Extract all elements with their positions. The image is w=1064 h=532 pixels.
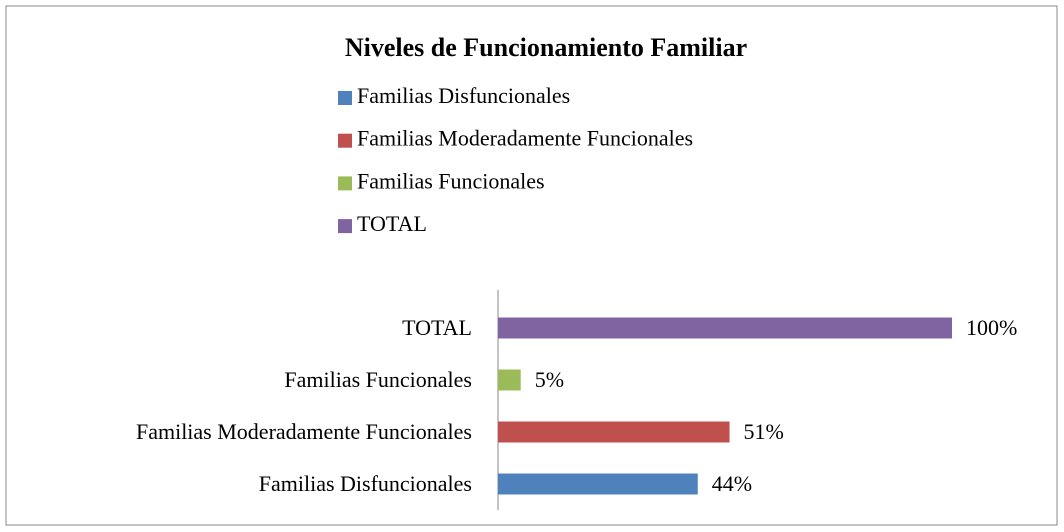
value-label: 100%	[966, 315, 1017, 340]
legend-label: Familias Moderadamente Funcionales	[357, 126, 693, 151]
y-tick-label: Familias Moderadamente Funcionales	[136, 419, 472, 444]
legend-swatch	[338, 133, 352, 148]
bar	[498, 473, 698, 495]
value-label: 51%	[744, 419, 784, 444]
value-label: 5%	[535, 367, 564, 392]
bar	[498, 369, 521, 391]
legend-swatch	[338, 91, 352, 105]
legend-label: Familias Funcionales	[357, 168, 545, 193]
legend-label: Familias Disfuncionales	[357, 83, 570, 108]
legend-label: TOTAL	[357, 211, 427, 236]
y-tick-label: Familias Funcionales	[284, 367, 472, 392]
bar	[498, 421, 730, 443]
y-tick-label: TOTAL	[402, 315, 472, 340]
bar	[498, 317, 952, 339]
legend-swatch	[338, 176, 352, 191]
y-tick-label: Familias Disfuncionales	[259, 471, 472, 496]
legend-swatch	[338, 219, 352, 234]
value-label: 44%	[712, 471, 752, 496]
chart-title: Niveles de Funcionamiento Familiar	[345, 33, 747, 62]
